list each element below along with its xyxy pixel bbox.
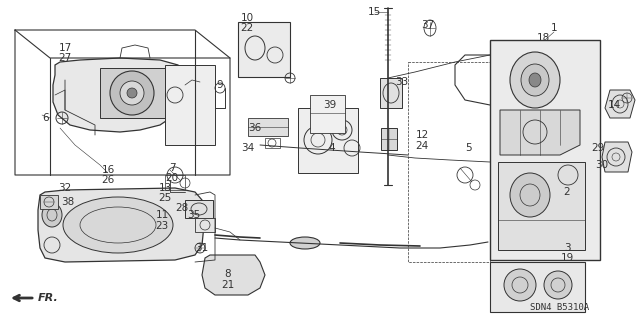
Polygon shape <box>605 90 635 118</box>
Text: 31: 31 <box>195 243 209 253</box>
Ellipse shape <box>42 203 62 227</box>
Polygon shape <box>498 162 585 250</box>
Text: 17: 17 <box>58 43 72 53</box>
Text: 1: 1 <box>550 23 557 33</box>
Text: 39: 39 <box>323 100 337 110</box>
Bar <box>265 138 280 148</box>
Polygon shape <box>602 142 632 172</box>
Text: 35: 35 <box>188 210 200 220</box>
Bar <box>381 128 397 150</box>
Text: 26: 26 <box>101 175 115 185</box>
Text: 32: 32 <box>58 183 72 193</box>
Ellipse shape <box>521 64 549 96</box>
Ellipse shape <box>127 88 137 98</box>
Polygon shape <box>38 188 205 262</box>
Ellipse shape <box>510 52 560 108</box>
Bar <box>380 78 402 108</box>
Ellipse shape <box>510 173 550 217</box>
Text: 24: 24 <box>415 141 429 151</box>
Bar <box>238 22 290 77</box>
Text: 6: 6 <box>43 113 49 123</box>
Bar <box>185 200 213 218</box>
Text: 5: 5 <box>465 143 471 153</box>
Text: 15: 15 <box>367 7 381 17</box>
Text: 2: 2 <box>564 187 570 197</box>
Text: 27: 27 <box>58 53 72 63</box>
Ellipse shape <box>529 73 541 87</box>
Text: 20: 20 <box>165 173 179 183</box>
Text: 36: 36 <box>248 123 262 133</box>
Text: 23: 23 <box>156 221 168 231</box>
Ellipse shape <box>110 71 154 115</box>
Text: 21: 21 <box>221 280 235 290</box>
Text: 7: 7 <box>169 163 175 173</box>
Text: 4: 4 <box>329 143 335 153</box>
Text: 33: 33 <box>396 77 408 87</box>
Bar <box>165 175 185 190</box>
Text: 30: 30 <box>595 160 609 170</box>
Bar <box>310 95 345 133</box>
Text: 12: 12 <box>415 130 429 140</box>
Bar <box>490 262 585 312</box>
Ellipse shape <box>290 237 320 249</box>
Text: 3: 3 <box>564 243 570 253</box>
Text: 22: 22 <box>241 23 253 33</box>
Text: 38: 38 <box>61 197 75 207</box>
Text: FR.: FR. <box>38 293 59 303</box>
Bar <box>298 108 358 173</box>
Bar <box>100 68 165 118</box>
Polygon shape <box>500 110 580 155</box>
Text: 11: 11 <box>156 210 168 220</box>
Text: 25: 25 <box>158 193 172 203</box>
Text: 18: 18 <box>536 33 550 43</box>
Text: 34: 34 <box>241 143 255 153</box>
Ellipse shape <box>120 81 144 105</box>
Ellipse shape <box>63 197 173 253</box>
Text: 29: 29 <box>591 143 605 153</box>
Text: 8: 8 <box>225 269 231 279</box>
Text: 16: 16 <box>101 165 115 175</box>
Polygon shape <box>53 58 188 132</box>
Text: 28: 28 <box>175 203 189 213</box>
Text: 13: 13 <box>158 183 172 193</box>
Bar <box>490 40 600 260</box>
Text: 9: 9 <box>217 80 223 90</box>
Text: 19: 19 <box>561 253 573 263</box>
Text: 10: 10 <box>241 13 253 23</box>
Bar <box>408 62 490 262</box>
Polygon shape <box>202 255 265 295</box>
Text: 14: 14 <box>607 100 621 110</box>
Bar <box>248 118 288 136</box>
Bar <box>40 195 58 209</box>
Text: SDN4 B5310A: SDN4 B5310A <box>531 303 589 313</box>
Bar <box>195 218 215 232</box>
Ellipse shape <box>504 269 536 301</box>
Bar <box>165 65 215 145</box>
Text: 37: 37 <box>421 20 435 30</box>
Ellipse shape <box>544 271 572 299</box>
